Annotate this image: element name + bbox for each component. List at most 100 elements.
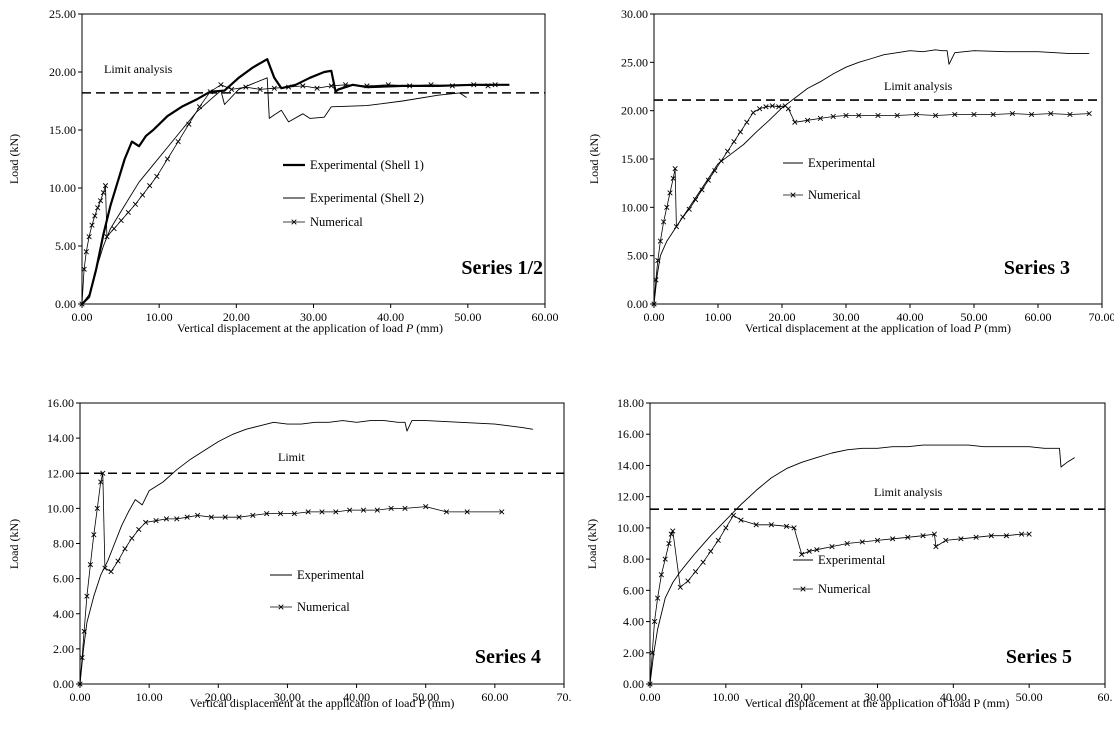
data-point-marker [81,628,87,634]
data-point-marker [913,111,920,118]
data-point-marker [651,618,658,625]
data-point-marker [651,301,657,307]
data-point-marker [79,655,85,661]
y-tick-label: 2.00 [53,642,74,656]
legend-marker [278,604,284,610]
data-point-marker [715,537,721,543]
data-point-marker [943,537,949,543]
data-point-marker [744,119,750,125]
data-point-marker [680,214,686,220]
data-point-marker [990,111,996,118]
data-point-marker [364,83,370,89]
data-point-marker [492,82,498,88]
data-point-marker [814,547,820,553]
data-point-marker [218,82,224,88]
x-tick-label: 0.00 [640,690,661,704]
data-point-marker [723,525,729,531]
data-point-marker [670,175,676,181]
data-point-marker [920,533,926,539]
data-point-marker [228,86,235,93]
legend-label: Numerical [297,600,350,614]
limit-analysis-label: Limit analysis [104,62,173,76]
data-point-marker [763,104,769,110]
data-point-marker [874,537,881,543]
series-line-experimental [79,420,533,685]
data-point-marker [806,548,812,554]
data-point-marker [428,82,434,88]
data-point-marker [1018,531,1025,537]
data-point-marker [319,509,325,515]
data-point-marker [485,83,491,89]
data-point-marker [1048,110,1054,117]
data-point-marker [132,201,139,207]
data-point-marker [175,138,181,145]
data-point-marker [1026,531,1032,537]
data-point-marker [952,111,958,118]
series-line-experimental [653,49,1090,305]
data-point-marker [933,544,939,550]
y-axis-label: Load (kN) [7,519,21,569]
chart-panel-series-1-2: 0.00 5.00 10.00 15.00 20.00 25.00 0.00 10.00 20.… [7,7,559,335]
legend-label: Numerical [310,215,363,229]
data-point-marker [769,103,776,109]
data-point-marker [664,204,670,210]
data-point-marker [791,525,797,531]
data-point-marker [1009,110,1016,117]
x-tick-label: 30.00 [833,310,860,324]
data-point-marker [830,113,836,120]
x-tick-label: 30.00 [274,690,301,704]
data-point-marker [115,558,121,564]
x-tick-label: 20.00 [205,690,232,704]
x-tick-label: 10.00 [712,690,739,704]
x-axis-label: Vertical displacement at the application… [745,321,1011,335]
data-point-marker [932,112,939,119]
data-point-marker [712,167,718,174]
series-title: Series 3 [1004,257,1070,279]
x-tick-label: 50.00 [1016,690,1043,704]
y-tick-label: 14.00 [47,431,74,445]
y-tick-label: 8.00 [53,537,74,551]
x-tick-label: 10.00 [136,690,163,704]
data-point-marker [342,82,349,88]
data-point-marker [799,551,805,558]
series-title: Series 1/2 [461,257,543,279]
chart-panel-series-5: 0.00 2.00 4.00 6.00 8.00 10.00 12.00 14.00 16.00… [585,396,1113,710]
data-point-marker [407,83,413,89]
legend-label: Experimental [818,553,886,567]
y-tick-label: 12.00 [47,466,74,480]
data-point-marker [291,511,297,517]
data-point-marker [666,540,672,547]
data-point-marker [731,138,737,145]
data-point-marker [1067,111,1073,118]
data-point-marker [753,522,759,528]
series-line-numerical [653,105,1090,305]
data-point-marker [136,526,142,533]
data-point-marker [100,190,106,196]
data-point-marker [499,509,505,515]
data-point-marker [686,206,692,212]
data-point-marker [647,681,653,687]
data-point-marker [672,166,678,172]
data-point-marker [122,546,128,552]
series-line-numerical [81,84,496,305]
data-point-marker [184,514,190,520]
data-point-marker [328,83,334,89]
data-point-marker [186,121,192,127]
data-point-marker [449,83,456,89]
series-line-numerical [79,472,502,685]
x-tick-label: 30.00 [300,310,327,324]
data-point-marker [856,112,862,119]
x-tick-label: 0.00 [72,310,93,324]
data-point-marker [154,173,160,180]
data-point-marker [91,532,97,538]
data-point-marker [102,565,108,571]
x-axis-label: Vertical displacement at the application… [177,321,443,335]
data-point-marker [724,148,731,154]
data-point-marker [243,84,249,90]
data-point-marker [196,104,203,110]
data-point-marker [139,192,146,198]
data-point-marker [277,511,284,517]
series-title: Series 5 [1006,646,1072,668]
data-point-marker [750,109,756,116]
